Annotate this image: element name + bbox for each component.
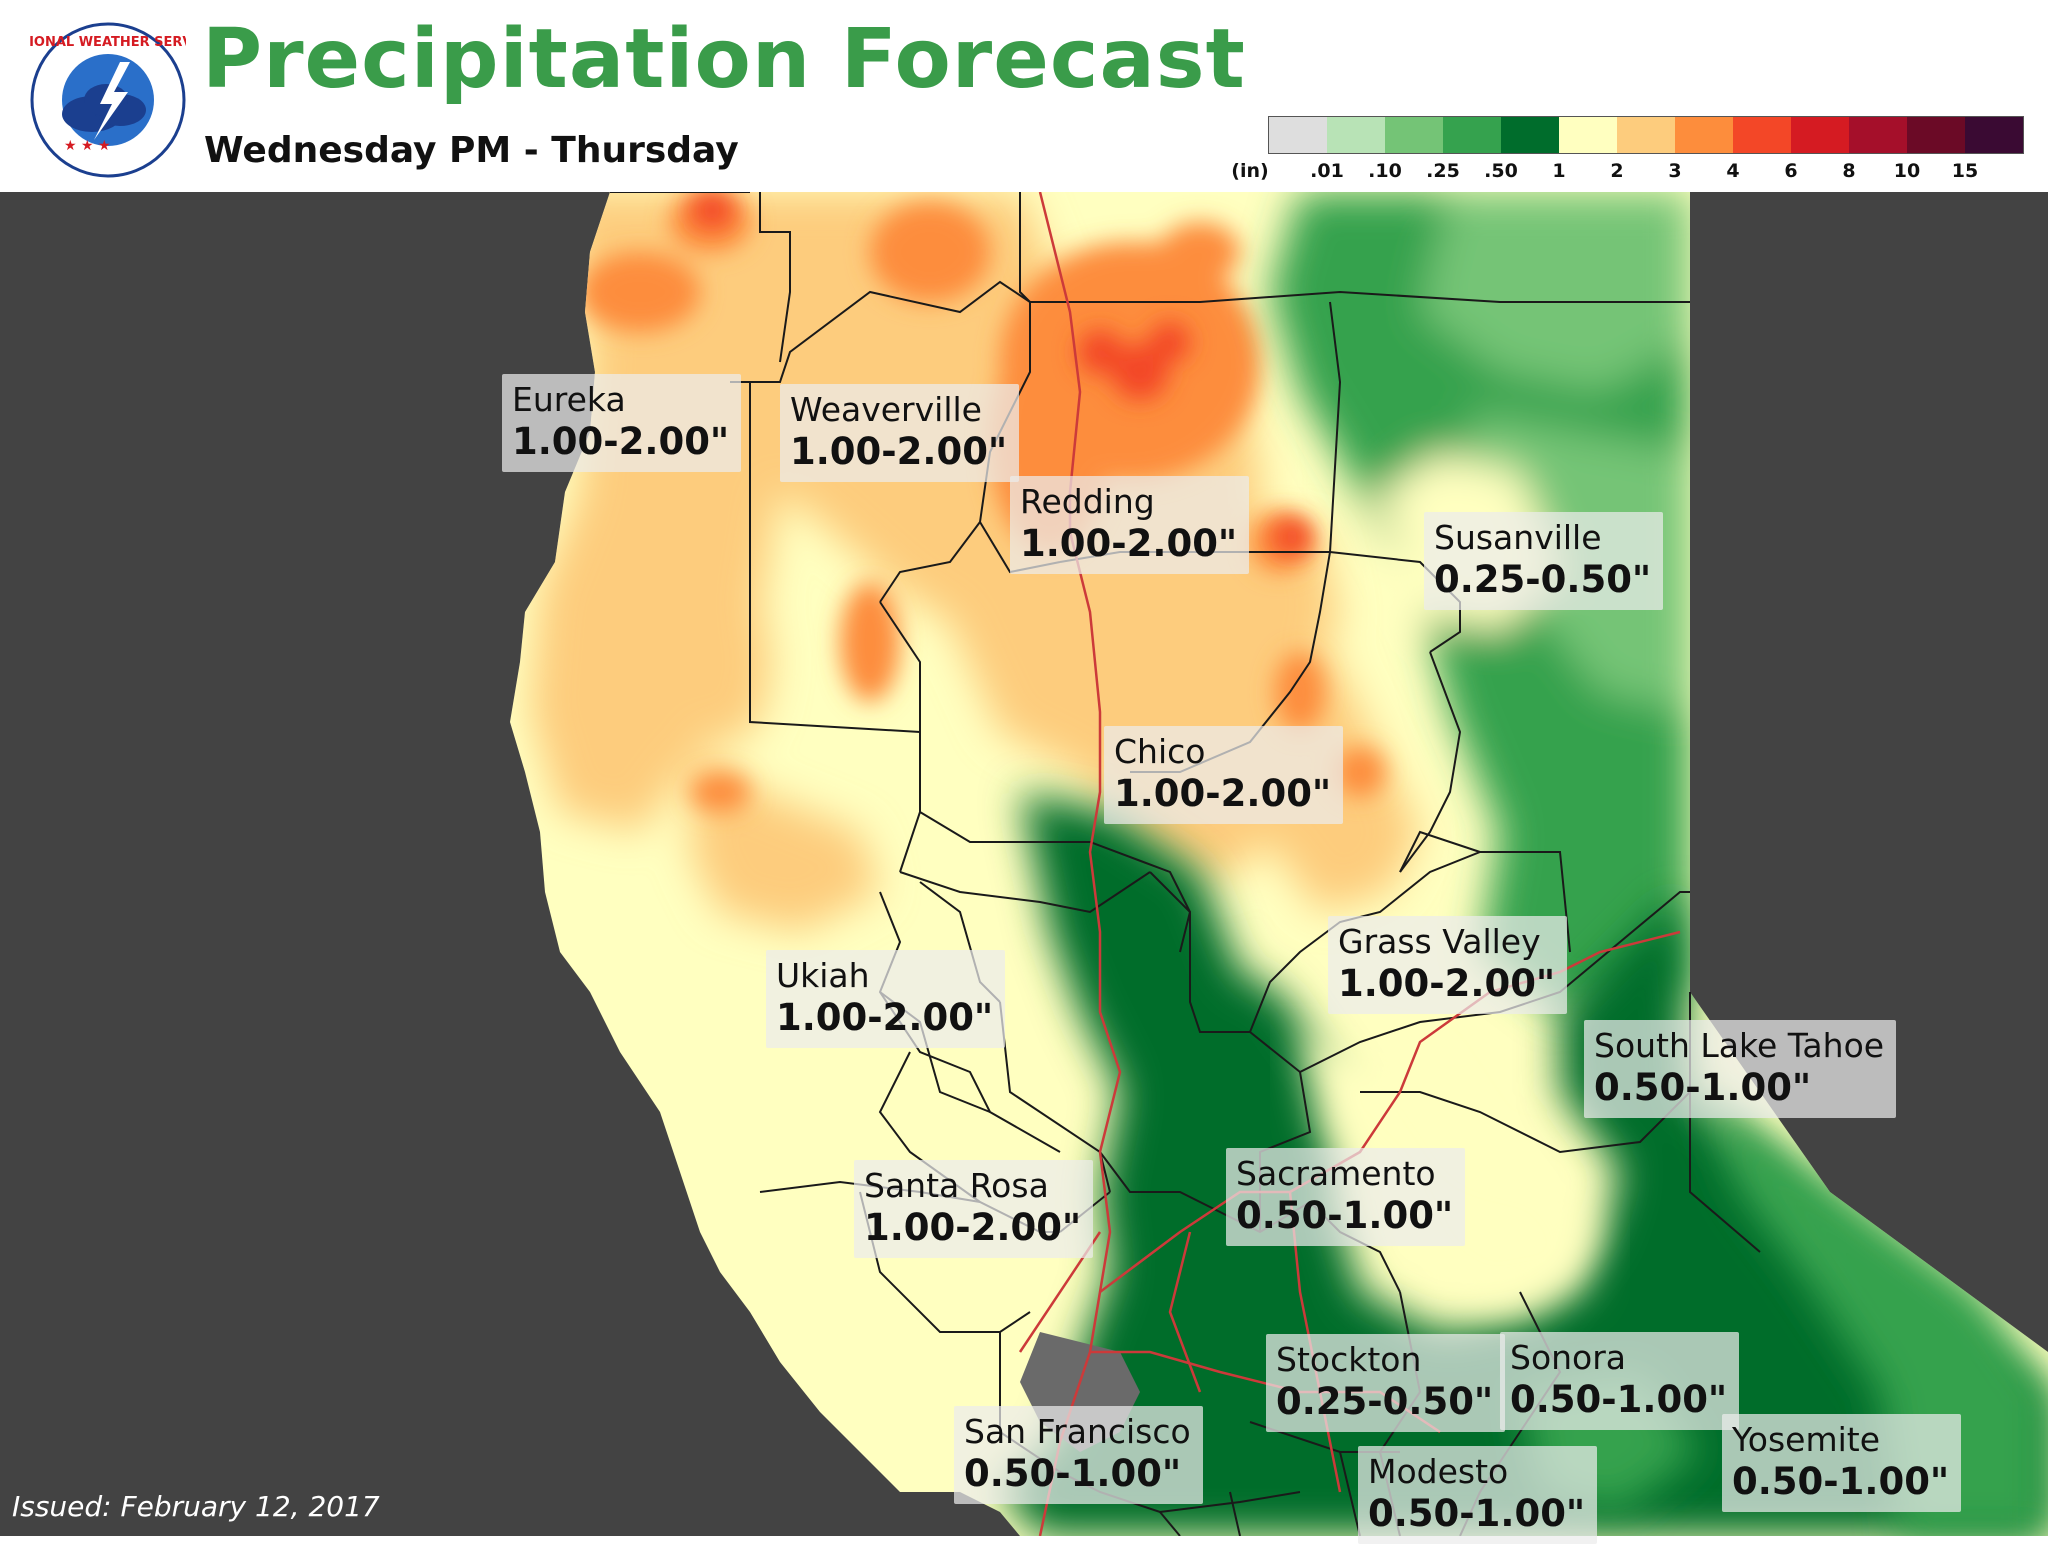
- city-name: South Lake Tahoe: [1594, 1026, 1885, 1065]
- city-name: Eureka: [512, 380, 626, 419]
- city-label-yosemite: Yosemite 0.50-1.00": [1722, 1414, 1962, 1512]
- city-label-redding: Redding 1.00-2.00": [1010, 476, 1250, 574]
- city-range: 0.50-1.00": [1732, 1460, 1950, 1503]
- city-label-eureka: Eureka 1.00-2.00": [502, 374, 742, 472]
- legend-swatches: [1268, 116, 2024, 154]
- legend-swatch: [1965, 117, 2023, 153]
- city-label-susanville: Susanville 0.25-0.50": [1424, 512, 1664, 610]
- legend-swatch: [1733, 117, 1791, 153]
- legend-tick-label: 10: [1893, 160, 1921, 182]
- city-label-stockton: Stockton 0.25-0.50": [1266, 1334, 1506, 1432]
- city-label-chico: Chico 1.00-2.00": [1104, 726, 1344, 824]
- legend-swatch: [1849, 117, 1907, 153]
- svg-text:★ ★ ★: ★ ★ ★: [64, 138, 111, 154]
- city-range: 1.00-2.00": [790, 430, 1008, 473]
- city-name: Weaverville: [790, 390, 982, 429]
- legend-tick-label: 15: [1951, 160, 1979, 182]
- precip-legend: (in) .01 .10 .25 .50 1 2 3 4 6 8 10 15: [1231, 116, 2024, 188]
- legend-tick-label: .10: [1368, 160, 1402, 182]
- city-range: 0.50-1.00": [1236, 1194, 1454, 1237]
- legend-tick-label: .01: [1310, 160, 1344, 182]
- legend-swatch: [1269, 117, 1327, 153]
- legend-tick-label: 8: [1842, 160, 1856, 182]
- city-name: Susanville: [1434, 518, 1602, 557]
- city-label-sacramento: Sacramento 0.50-1.00": [1226, 1148, 1466, 1246]
- city-range: 1.00-2.00": [1020, 522, 1238, 565]
- legend-swatch: [1443, 117, 1501, 153]
- legend-swatch: [1501, 117, 1559, 153]
- legend-tick-label: 2: [1610, 160, 1624, 182]
- city-name: Yosemite: [1732, 1420, 1881, 1459]
- city-label-santa-rosa: Santa Rosa 1.00-2.00": [854, 1160, 1094, 1258]
- city-label-south-lake-tahoe: South Lake Tahoe 0.50-1.00": [1584, 1020, 1897, 1118]
- city-label-grass-valley: Grass Valley 1.00-2.00": [1328, 916, 1568, 1014]
- legend-unit: (in): [1231, 160, 1269, 182]
- legend-swatch: [1907, 117, 1965, 153]
- city-range: 0.50-1.00": [964, 1452, 1182, 1495]
- page-title: Precipitation Forecast: [202, 12, 1246, 107]
- city-range: 0.50-1.00": [1368, 1492, 1586, 1535]
- legend-swatch: [1791, 117, 1849, 153]
- city-name: Chico: [1114, 732, 1206, 771]
- city-range: 1.00-2.00": [864, 1206, 1082, 1249]
- legend-tick-label: 1: [1552, 160, 1566, 182]
- city-name: Sacramento: [1236, 1154, 1436, 1193]
- legend-tick-label: .50: [1484, 160, 1518, 182]
- city-label-modesto: Modesto 0.50-1.00": [1358, 1446, 1598, 1544]
- precip-map: [0, 192, 2048, 1536]
- city-range: 1.00-2.00": [776, 996, 994, 1039]
- city-range: 1.00-2.00": [1338, 962, 1556, 1005]
- city-name: Sonora: [1510, 1338, 1627, 1377]
- city-label-ukiah: Ukiah 1.00-2.00": [766, 950, 1006, 1048]
- city-range: 1.00-2.00": [1114, 772, 1332, 815]
- legend-tick-label: 3: [1668, 160, 1682, 182]
- legend-swatch: [1675, 117, 1733, 153]
- legend-swatch: [1617, 117, 1675, 153]
- legend-swatch: [1327, 117, 1385, 153]
- city-range: 0.50-1.00": [1594, 1066, 1812, 1109]
- city-range: 1.00-2.00": [512, 420, 730, 463]
- city-range: 0.25-0.50": [1276, 1380, 1494, 1423]
- city-name: San Francisco: [964, 1412, 1191, 1451]
- city-range: 0.50-1.00": [1510, 1378, 1728, 1421]
- city-name: Redding: [1020, 482, 1155, 521]
- nws-logo: ★ ★ ★ NATIONAL WEATHER SERVICE: [30, 22, 186, 178]
- city-name: Modesto: [1368, 1452, 1509, 1491]
- legend-tick-label: 6: [1784, 160, 1798, 182]
- city-label-sonora: Sonora 0.50-1.00": [1500, 1332, 1740, 1430]
- logo-text: NATIONAL WEATHER SERVICE: [30, 35, 186, 50]
- legend-tick-label: .25: [1426, 160, 1460, 182]
- legend-swatch: [1559, 117, 1617, 153]
- city-range: 0.25-0.50": [1434, 558, 1652, 601]
- city-label-san-francisco: San Francisco 0.50-1.00": [954, 1406, 1203, 1504]
- issued-date: Issued: February 12, 2017: [12, 1490, 380, 1523]
- city-name: Ukiah: [776, 956, 870, 995]
- city-label-weaverville: Weaverville 1.00-2.00": [780, 384, 1020, 482]
- legend-labels: (in) .01 .10 .25 .50 1 2 3 4 6 8 10 15: [1231, 160, 2024, 188]
- city-name: Grass Valley: [1338, 922, 1541, 961]
- city-name: Stockton: [1276, 1340, 1422, 1379]
- page-subtitle: Wednesday PM - Thursday: [204, 130, 739, 171]
- city-name: Santa Rosa: [864, 1166, 1049, 1205]
- legend-swatch: [1385, 117, 1443, 153]
- header: ★ ★ ★ NATIONAL WEATHER SERVICE Precipita…: [0, 0, 2048, 192]
- legend-tick-label: 4: [1726, 160, 1740, 182]
